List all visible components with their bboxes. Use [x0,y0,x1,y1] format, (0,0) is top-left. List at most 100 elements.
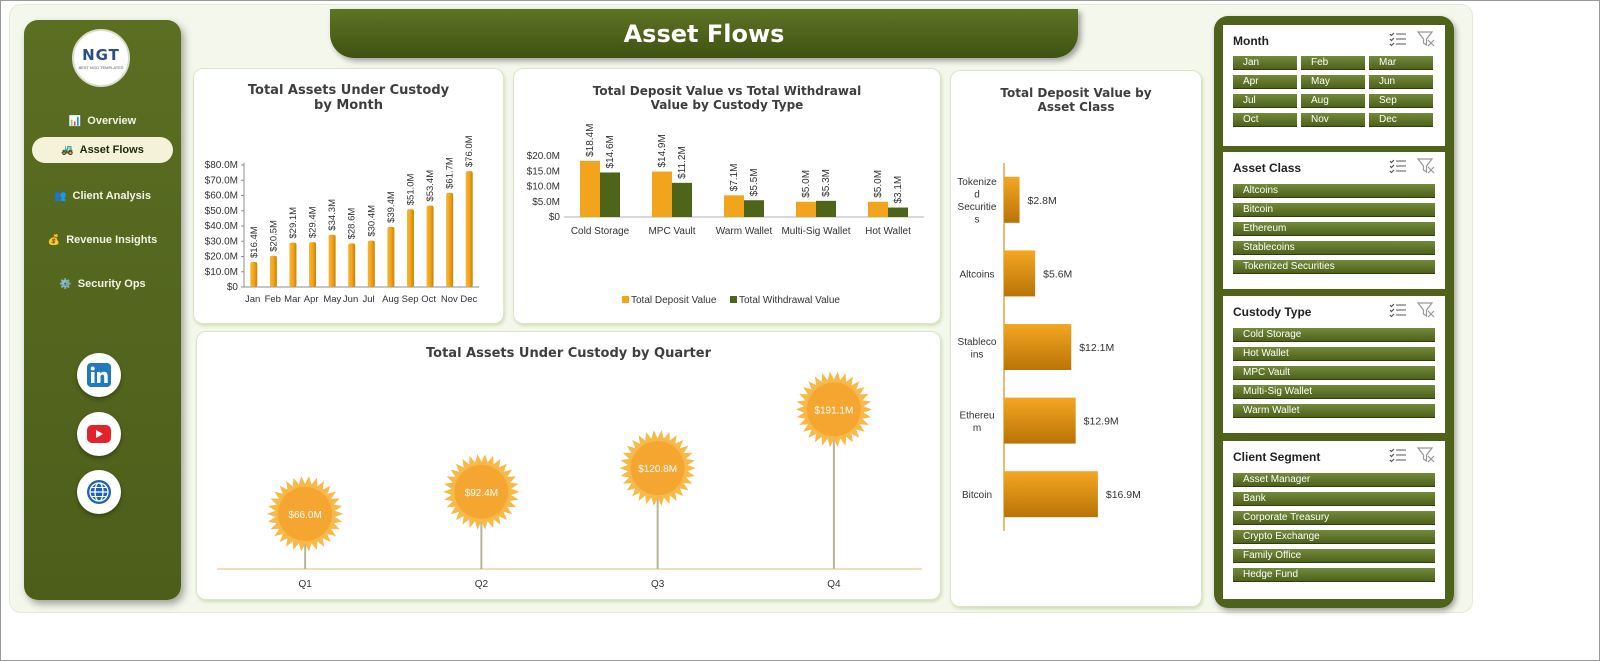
bar [868,201,888,217]
slicer-item[interactable]: Crypto Exchange [1233,530,1435,544]
slicer-item[interactable]: Warm Wallet [1233,404,1435,418]
y-tick-label: $30.0M [205,236,238,247]
clear-filter-icon[interactable] [1416,447,1435,468]
slicer-item[interactable]: Corporate Treasury [1233,511,1435,525]
multi-select-icon[interactable] [1389,447,1407,468]
data-label: $16.4M [249,226,260,258]
slicer-item[interactable]: Cold Storage [1233,328,1435,342]
clear-filter-icon[interactable] [1416,31,1435,52]
multi-select-icon[interactable] [1389,302,1407,323]
data-label: $20.5M [268,220,279,252]
x-tick-label: Q2 [475,579,489,590]
data-label: $92.4M [465,488,498,499]
slicer-item[interactable]: Bank [1233,492,1435,506]
slicer-item[interactable]: Jun [1369,75,1433,89]
slicer-item[interactable]: MPC Vault [1233,366,1435,380]
slicer-item[interactable]: Jul [1233,94,1297,108]
y-tick-label: Ethereu [959,410,994,421]
y-tick-label: $10.0M [527,182,560,193]
slicer-item[interactable]: Altcoins [1233,184,1435,198]
bar [744,200,764,217]
slicer-custody-type: Custody Type Cold Storage Hot Wallet MPC Va… [1223,296,1445,433]
nav-security-ops[interactable]: ⚙️ Security Ops [32,271,173,297]
data-label: $29.1M [288,207,299,239]
y-tick-label: Altcoins [959,269,994,280]
slicer-item[interactable]: Hot Wallet [1233,347,1435,361]
slicer-item[interactable]: Aug [1301,94,1365,108]
logo-text: NGT [82,46,120,64]
y-tick-label: s [975,215,980,226]
slicer-title: Custody Type [1233,305,1312,319]
y-tick-label: $40.0M [205,221,238,232]
y-tick-label: Bitcoin [962,490,992,501]
x-tick-label: Apr [304,294,319,305]
slicer-item[interactable]: Tokenized Securities [1233,260,1435,274]
slicer-toolbar [1389,158,1435,179]
multi-select-icon[interactable] [1389,158,1407,179]
youtube-icon[interactable] [77,412,121,456]
nav-label: Overview [87,115,137,127]
data-label: $5.6M [1043,268,1072,280]
clear-filter-icon[interactable] [1416,302,1435,323]
data-label: $29.4M [308,206,319,238]
y-tick-label: Stableco [958,337,997,348]
y-tick-label: m [973,423,981,434]
x-tick-label: Warm Wallet [716,226,773,237]
nav-client-analysis[interactable]: 👥 Client Analysis [32,183,173,209]
burst-core [630,441,685,496]
deposit-withdrawal-chart-svg: $0 $5.0M $10.0M $15.0M $20.0M Cold Storage $18… [527,124,924,306]
bar [289,242,297,287]
monthly-chart-svg: $0 $10.0M $20.0M $30.0M $40.0M $50.0M $60.0M $7… [205,135,479,305]
multi-select-icon[interactable] [1389,31,1407,52]
slicer-item[interactable]: Hedge Fund [1233,568,1435,582]
slicer-item[interactable]: Bitcoin [1233,203,1435,217]
slicer-item[interactable]: Asset Manager [1233,473,1435,487]
slicer-item[interactable]: Family Office [1233,549,1435,563]
logo-subtext: BEST NGO TEMPLATES [78,65,124,70]
monthly-chart-title: Total Assets Under Custody by Month [247,83,450,113]
data-label: $76.0M [464,135,475,167]
slicer-item[interactable]: Apr [1233,75,1297,89]
nav-asset-flows[interactable]: 🚜 Asset Flows [32,137,173,163]
slicer-item[interactable]: Multi-Sig Wallet [1233,385,1435,399]
bar [387,226,395,287]
data-label: $18.4M [585,124,596,157]
globe-icon[interactable] [77,470,121,514]
bar-chart-icon: 📊 [68,115,82,127]
slicer-item[interactable]: May [1301,75,1365,89]
nav-revenue-insights[interactable]: 💰 Revenue Insights [32,227,173,253]
slicer-item[interactable]: Stablecoins [1233,241,1435,255]
asset-class-chart-card: Total Deposit Value by Asset Class $2.8M… [950,70,1202,607]
data-label: $5.0M [801,170,812,198]
data-label: $5.0M [873,170,884,198]
slicer-item[interactable]: Sep [1369,94,1433,108]
linkedin-icon[interactable] [77,353,121,397]
slicer-item[interactable]: Feb [1301,56,1365,70]
clear-filter-icon[interactable] [1416,158,1435,179]
slicer-item[interactable]: Nov [1301,113,1365,127]
gear-icon: ⚙️ [59,278,72,290]
bar [269,255,277,287]
slicer-panel: Month Jan Feb Mar Apr May Jun Jul Aug Sep Oct Nov De… [1214,16,1454,608]
x-tick-label: Sep [402,294,419,305]
slicer-item[interactable]: Jan [1233,56,1297,70]
bar [367,240,375,287]
x-tick-label: Dec [460,294,477,305]
x-tick-label: Jan [245,294,260,305]
y-tick-label: $20.0M [527,151,560,162]
slicer-item[interactable]: Mar [1369,56,1433,70]
data-label: $11.2M [677,146,688,179]
data-label: $16.9M [1106,489,1141,501]
slicer-item[interactable]: Ethereum [1233,222,1435,236]
legend-label: Total Withdrawal Value [739,295,840,306]
y-tick-label: Tokenize [957,177,997,188]
nav-overview[interactable]: 📊 Overview [32,108,173,134]
bar [652,171,672,217]
y-tick-label: $0 [549,212,561,223]
slicer-item[interactable]: Dec [1369,113,1433,127]
asset-class-chart-title: Total Deposit Value by Asset Class [1000,86,1152,114]
x-tick-label: Mar [284,294,300,305]
burst-core [806,382,861,437]
slicer-item[interactable]: Oct [1233,113,1297,127]
